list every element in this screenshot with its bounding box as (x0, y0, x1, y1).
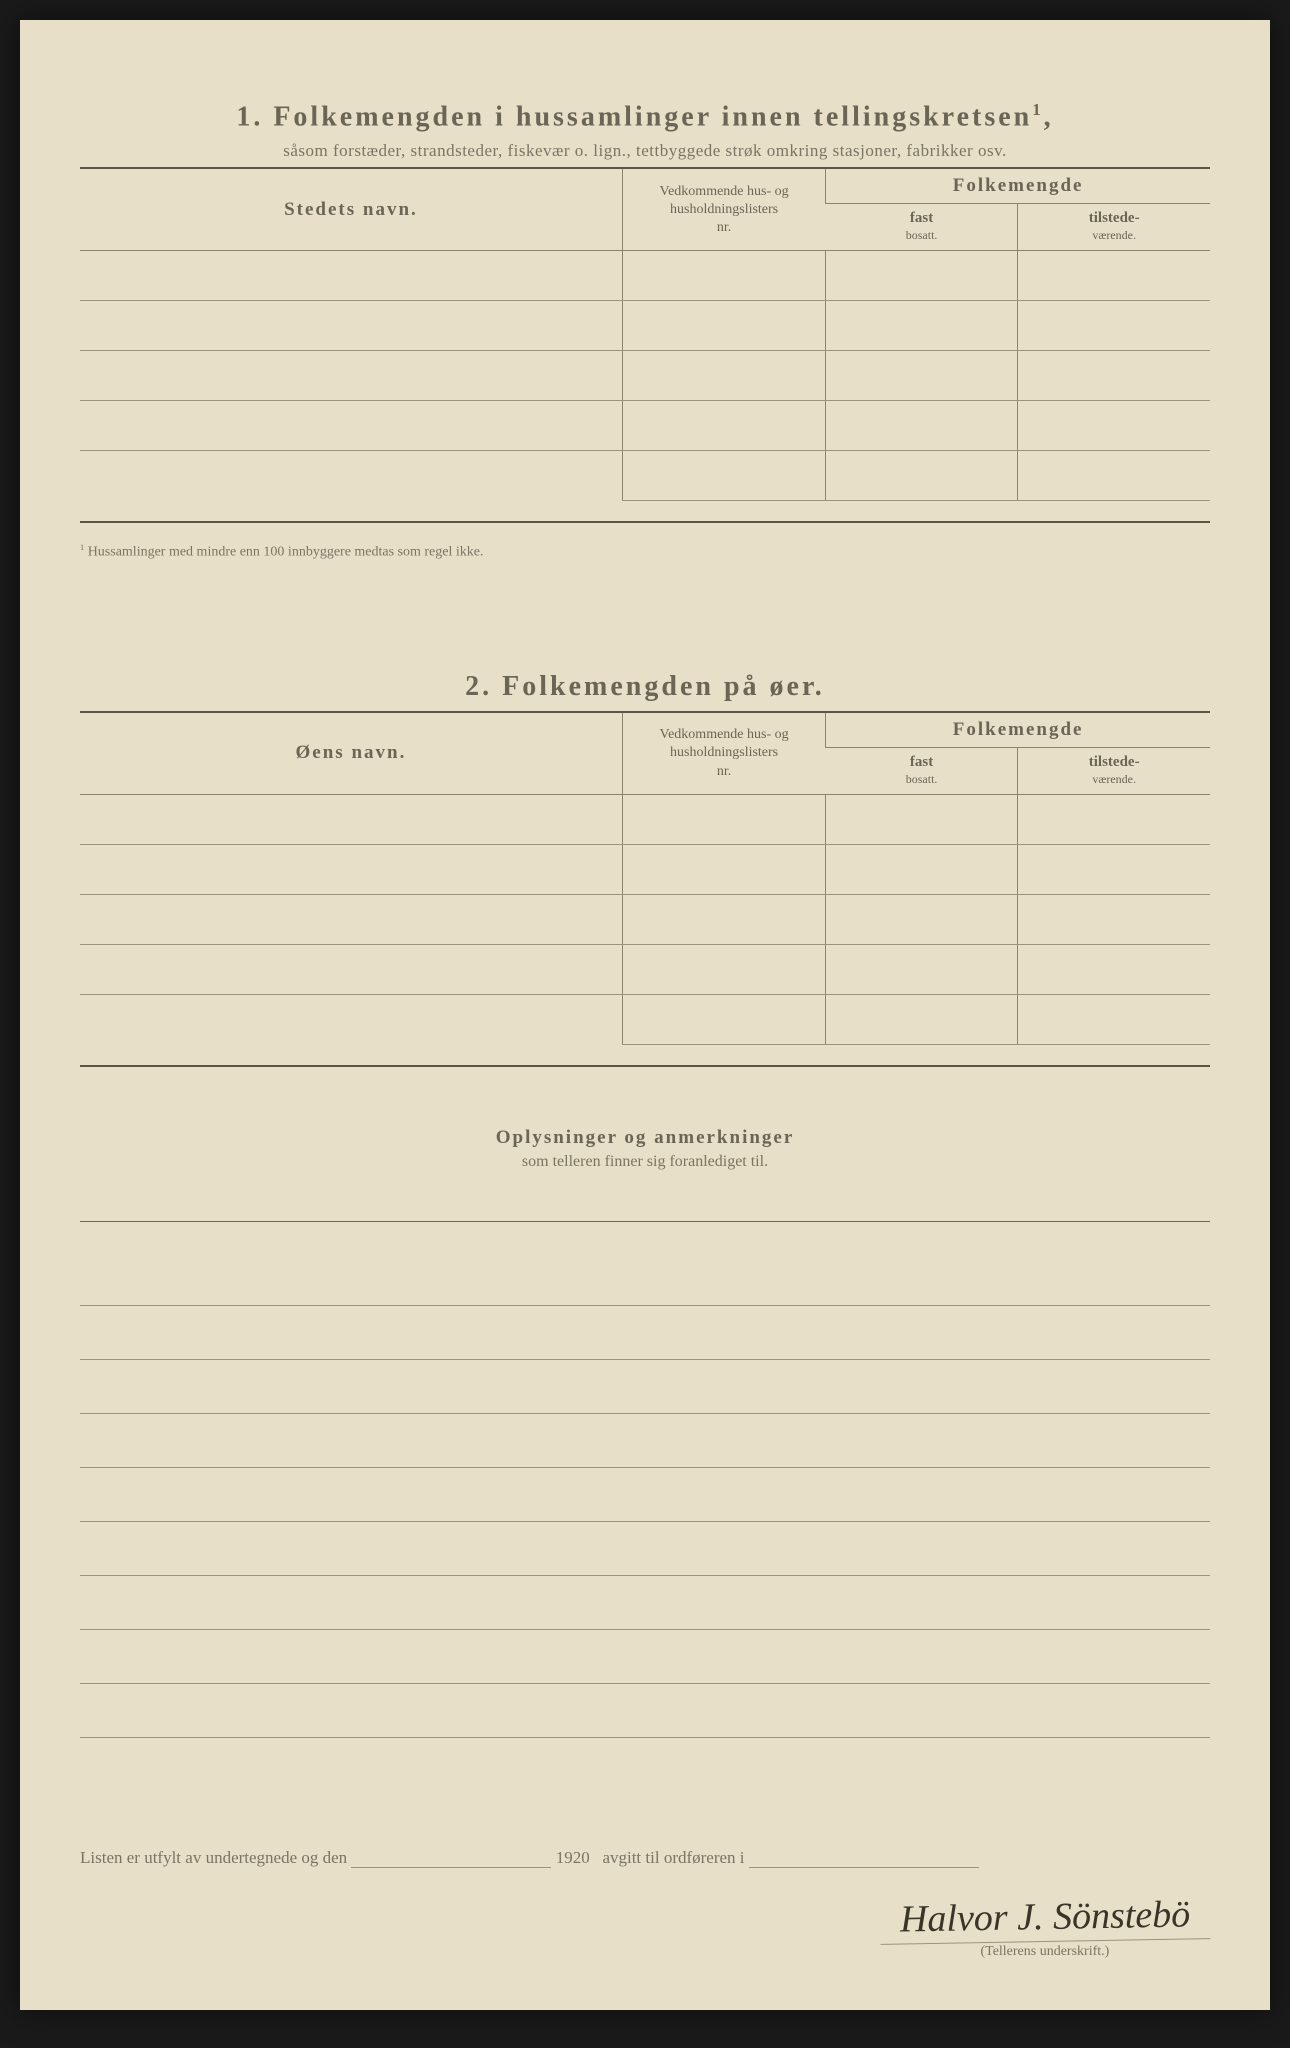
section-2-title: 2. Folkemengden på øer. (80, 671, 1210, 703)
col-tilstede-2: tilstede-værende. (1018, 747, 1210, 794)
table-row (80, 894, 1210, 944)
col-folkemengde: Folkemengde (826, 169, 1210, 204)
signature-handwriting: Halvor J. Sönstebö (879, 1892, 1210, 1945)
table-row (80, 794, 1210, 844)
col-fast: fastbosatt. (826, 204, 1018, 251)
col-oens-navn: Øens navn. (80, 713, 622, 795)
section-2: 2. Folkemengden på øer. Øens navn. Vedko… (80, 671, 1210, 1067)
census-form-page: 1. Folkemengden i hussamlinger innen tel… (20, 20, 1270, 2010)
signature-block: Halvor J. Sönstebö (Tellerens underskrif… (880, 1895, 1210, 1960)
section-1: 1. Folkemengden i hussamlinger innen tel… (80, 100, 1210, 561)
notes-subheading: som telleren finner sig foranlediget til… (80, 1153, 1210, 1171)
table-row (80, 301, 1210, 351)
col-vedkommende-2: Vedkommende hus- og husholdningslisters … (622, 713, 825, 795)
table-1: Stedets navn. Vedkommende hus- og hushol… (80, 169, 1210, 501)
table-row (80, 451, 1210, 501)
notes-lines (80, 1252, 1210, 1738)
col-fast-2: fastbosatt. (826, 747, 1018, 794)
table-row (80, 994, 1210, 1044)
signature-label: (Tellerens underskrift.) (880, 1944, 1210, 1960)
notes-heading: Oplysninger og anmerkninger (80, 1127, 1210, 1149)
table-2: Øens navn. Vedkommende hus- og husholdni… (80, 713, 1210, 1045)
completion-line: Listen er utfylt av undertegnede og den … (80, 1848, 1210, 1868)
col-folkemengde-2: Folkemengde (826, 713, 1210, 748)
table-row (80, 401, 1210, 451)
section-1-title: 1. Folkemengden i hussamlinger innen tel… (80, 100, 1210, 133)
table-row (80, 944, 1210, 994)
table-row (80, 844, 1210, 894)
footnote-1: 1 Hussamlinger med mindre enn 100 innbyg… (80, 543, 1210, 561)
table-row (80, 251, 1210, 301)
col-vedkommende: Vedkommende hus- og husholdningslisters … (622, 169, 825, 251)
table-row (80, 351, 1210, 401)
section-1-subtitle: såsom forstæder, strandsteder, fiskevær … (80, 141, 1210, 161)
col-tilstede: tilstede-værende. (1018, 204, 1210, 251)
col-stedets-navn: Stedets navn. (80, 169, 622, 251)
